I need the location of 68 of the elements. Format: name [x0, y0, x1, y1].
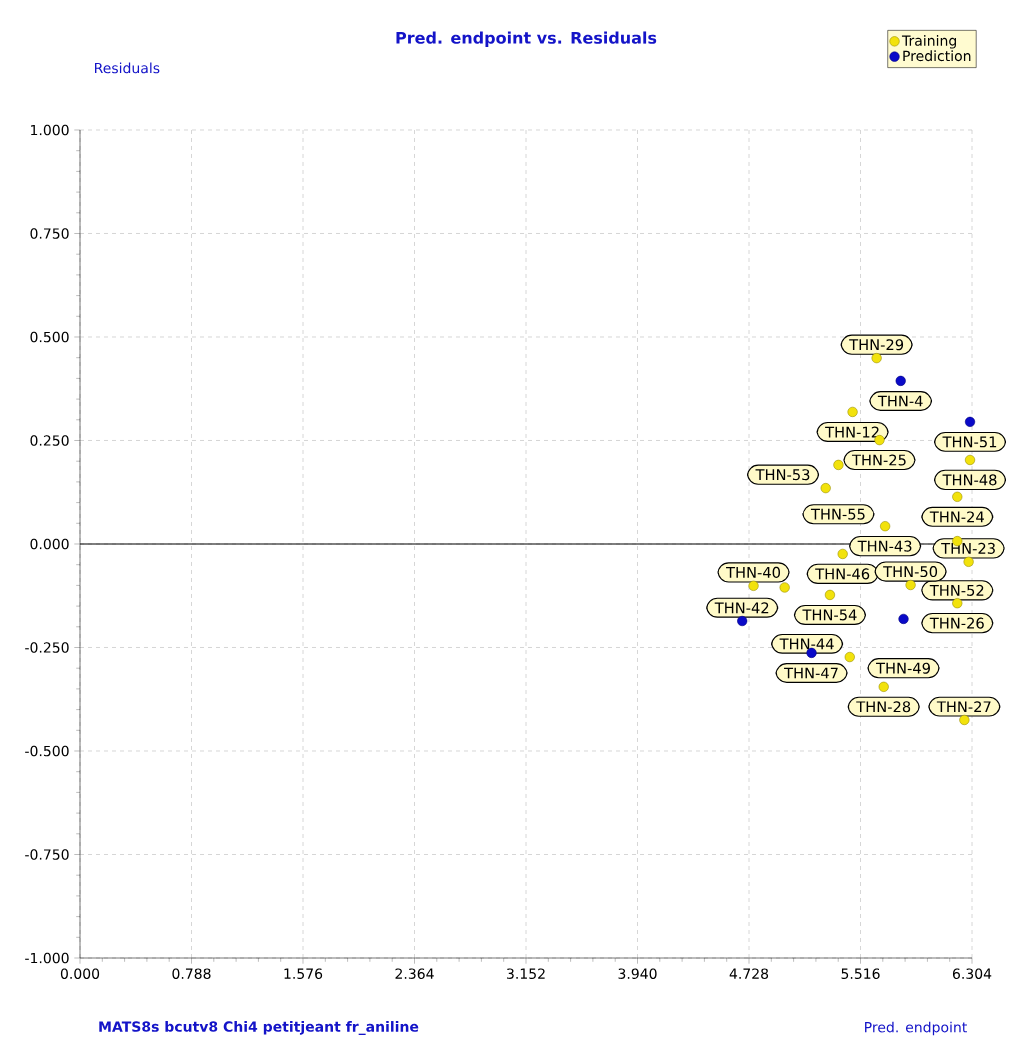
point	[898, 613, 909, 624]
point	[963, 556, 974, 567]
annotation: THN-25	[851, 454, 906, 466]
annotation: THN-12	[825, 426, 879, 438]
annotation: THN-54	[802, 609, 857, 621]
annotation: THN-26	[929, 617, 984, 629]
annotation: THN-50	[883, 566, 938, 578]
annotation: THN-43	[857, 540, 912, 552]
x-tick-label: 3.940	[618, 968, 657, 979]
annotation: THN-24	[929, 511, 984, 523]
annotation: THN-55	[810, 508, 865, 520]
x-tick-label: 3.152	[507, 968, 545, 979]
y-tick-label: -0.250	[25, 642, 69, 653]
x-tick-label: 1.576	[284, 968, 323, 979]
x-tick-label: 0.000	[60, 968, 100, 979]
point	[952, 598, 963, 609]
point	[959, 714, 970, 726]
y-tick-label: 0.000	[30, 538, 69, 550]
y-tick-label: -0.500	[25, 745, 69, 757]
annotation: THN-28	[856, 701, 911, 713]
y-tick-label: 0.500	[30, 331, 69, 343]
annotation: THN-29	[849, 339, 904, 351]
point	[844, 651, 855, 663]
annotation: THN-53	[755, 469, 810, 481]
annotation: THN-52	[929, 584, 984, 596]
point	[895, 375, 906, 386]
y-tick-label: 0.250	[30, 435, 69, 446]
point	[905, 579, 916, 591]
chart-title: Pred. endpoint vs. Residuals	[396, 31, 657, 47]
annotation: THN-44	[779, 638, 834, 650]
point	[837, 548, 848, 560]
x-tick-label: 6.304	[952, 968, 992, 979]
y-axis-title: Residuals	[95, 62, 160, 74]
point	[880, 521, 891, 532]
x-tick-label: 0.788	[172, 968, 211, 979]
y-tick-label: -0.750	[25, 849, 69, 860]
annotation: THN-27	[936, 701, 991, 713]
point	[871, 353, 882, 364]
point	[737, 615, 748, 627]
x-axis-title: Pred. endpoint	[865, 1021, 967, 1036]
annotation: THN-51	[942, 436, 997, 448]
x-tick-label: 4.728	[729, 968, 769, 979]
point	[824, 589, 836, 600]
point	[820, 483, 831, 494]
annotation: THN-46	[815, 568, 870, 580]
annotation: THN-48	[942, 474, 997, 486]
text: MATS8s bcutv8 Chi4 petitjeant fr_aniline	[99, 1021, 419, 1035]
point	[748, 580, 759, 591]
annotation: THN-42	[714, 602, 769, 614]
point	[779, 582, 790, 593]
annotation: THN-47	[784, 667, 838, 679]
point	[964, 416, 976, 427]
annotation: THN-40	[726, 566, 780, 578]
annotation: THN-49	[876, 662, 930, 674]
point	[847, 406, 858, 417]
y-tick-label: 0.750	[30, 228, 69, 239]
point	[878, 681, 889, 692]
x-tick-label: 5.516	[841, 968, 880, 979]
point	[964, 454, 976, 466]
legend-label: Prediction	[903, 50, 971, 62]
point	[833, 459, 844, 470]
y-tick-label: 1.000	[31, 124, 69, 136]
point	[952, 491, 963, 502]
annotation: THN-23	[941, 542, 995, 554]
y-tick-label: -1.000	[25, 952, 69, 964]
x-tick-label: 2.364	[395, 968, 434, 979]
annotation: THN-4	[877, 395, 923, 407]
legend-label: Training	[901, 35, 956, 49]
